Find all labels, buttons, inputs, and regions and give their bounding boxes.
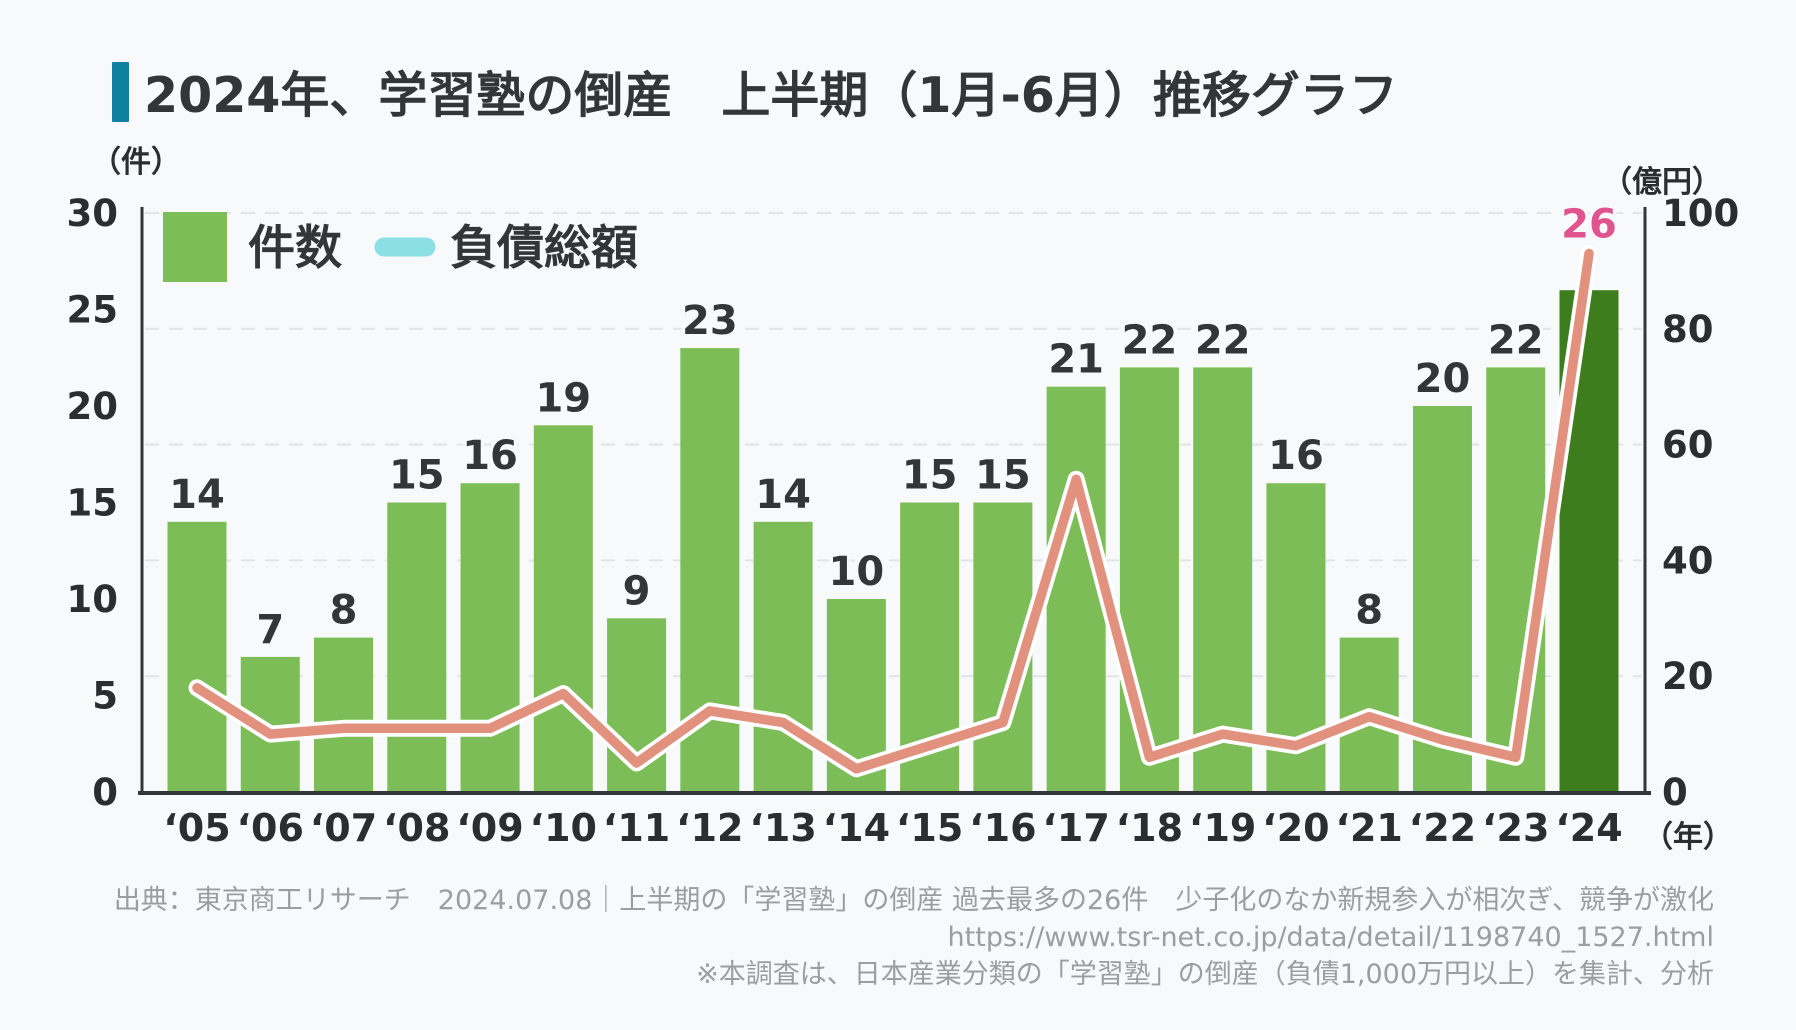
- right-tick-20: 20: [1662, 655, 1714, 698]
- legend-liabilities-label: 負債総額: [450, 221, 638, 276]
- right-tick-100: 100: [1662, 192, 1739, 235]
- chart-header: 2024年、学習塾の倒産 上半期（1月‐6月）推移グラフ: [112, 56, 1398, 127]
- x-label-19: ‘19: [1189, 806, 1256, 850]
- source-note: 出典：東京商工リサーチ 2024.07.08｜上半期の「学習塾」の倒産 過去最多…: [114, 882, 1714, 993]
- x-axis-unit: （年）: [1643, 820, 1733, 855]
- bar-value-label: 22: [1122, 317, 1178, 363]
- bar-value-label: 20: [1415, 356, 1471, 402]
- left-tick-25: 25: [67, 289, 119, 332]
- bar-value-label: 15: [975, 453, 1031, 499]
- right-tick-40: 40: [1662, 539, 1714, 582]
- bar-value-label: 21: [1048, 337, 1104, 383]
- bar-value-label: 7: [256, 607, 284, 653]
- left-tick-15: 15: [67, 482, 119, 525]
- x-label-11: ‘11: [603, 806, 670, 850]
- x-label-18: ‘18: [1116, 806, 1183, 850]
- left-axis-unit: （件）: [91, 145, 181, 180]
- source-line-1: 出典：東京商工リサーチ 2024.07.08｜上半期の「学習塾」の倒産 過去最多…: [113, 885, 1714, 916]
- bar-value-label: 23: [682, 298, 738, 344]
- right-axis-unit: （億円）: [1602, 165, 1722, 200]
- bar-07: [314, 637, 374, 793]
- source-line-2: https://www.tsr-net.co.jp/data/detail/11…: [947, 922, 1714, 953]
- bar-value-label: 10: [829, 549, 885, 595]
- bar-value-label: 16: [462, 433, 518, 479]
- bar-value-label: 8: [330, 588, 358, 634]
- x-label-13: ‘13: [749, 806, 816, 850]
- bar-17: [1046, 386, 1106, 793]
- bar-value-label: 19: [535, 375, 591, 421]
- left-tick-10: 10: [67, 578, 119, 621]
- left-tick-20: 20: [67, 385, 119, 428]
- bar-value-label: 14: [755, 472, 811, 518]
- legend-cases-label: 件数: [248, 221, 342, 276]
- bar-18: [1119, 367, 1179, 793]
- left-tick-30: 30: [67, 192, 119, 235]
- bar-value-label: 15: [902, 453, 958, 499]
- bar-08: [387, 502, 447, 793]
- page-title: 2024年、学習塾の倒産 上半期（1月‐6月）推移グラフ: [144, 67, 1398, 124]
- bar-value-label: 15: [389, 453, 445, 499]
- legend-cases-swatch: [163, 212, 227, 282]
- bar-05: [167, 521, 227, 793]
- bar-19: [1193, 367, 1253, 793]
- bar-value-label: 22: [1488, 317, 1544, 363]
- x-label-21: ‘21: [1336, 806, 1403, 850]
- x-label-24: ‘24: [1555, 806, 1622, 850]
- x-label-09: ‘09: [456, 806, 523, 850]
- right-tick-60: 60: [1662, 424, 1714, 467]
- x-label-20: ‘20: [1262, 806, 1329, 850]
- x-label-14: ‘14: [823, 806, 890, 850]
- x-label-15: ‘15: [896, 806, 963, 850]
- bar-13: [753, 521, 813, 793]
- x-label-07: ‘07: [310, 806, 377, 850]
- right-tick-0: 0: [1662, 771, 1688, 814]
- x-label-17: ‘17: [1042, 806, 1109, 850]
- bar-value-label-highlight: 26: [1561, 202, 1617, 248]
- bar-value-label: 14: [169, 472, 225, 518]
- bar-value-label: 8: [1355, 588, 1383, 634]
- bar-value-label: 9: [623, 568, 651, 614]
- x-label-12: ‘12: [676, 806, 743, 850]
- x-label-05: ‘05: [163, 806, 230, 850]
- left-tick-5: 5: [92, 675, 118, 718]
- liabilities-line: [192, 248, 1594, 774]
- x-label-10: ‘10: [530, 806, 597, 850]
- x-label-23: ‘23: [1482, 806, 1549, 850]
- bar-10: [533, 425, 593, 793]
- title-accent-bar: [112, 61, 129, 122]
- source-line-3: ※本調査は、日本産業分類の「学習塾」の倒産（負債1,000万円以上）を集計、分析: [696, 959, 1714, 990]
- x-label-08: ‘08: [383, 806, 450, 850]
- right-tick-80: 80: [1662, 308, 1714, 351]
- x-label-06: ‘06: [237, 806, 304, 850]
- left-tick-0: 0: [92, 771, 118, 814]
- x-label-16: ‘16: [969, 806, 1036, 850]
- bar-value-label: 22: [1195, 317, 1251, 363]
- x-label-22: ‘22: [1409, 806, 1476, 850]
- bar-09: [460, 483, 520, 793]
- bar-value-label: 16: [1268, 433, 1324, 479]
